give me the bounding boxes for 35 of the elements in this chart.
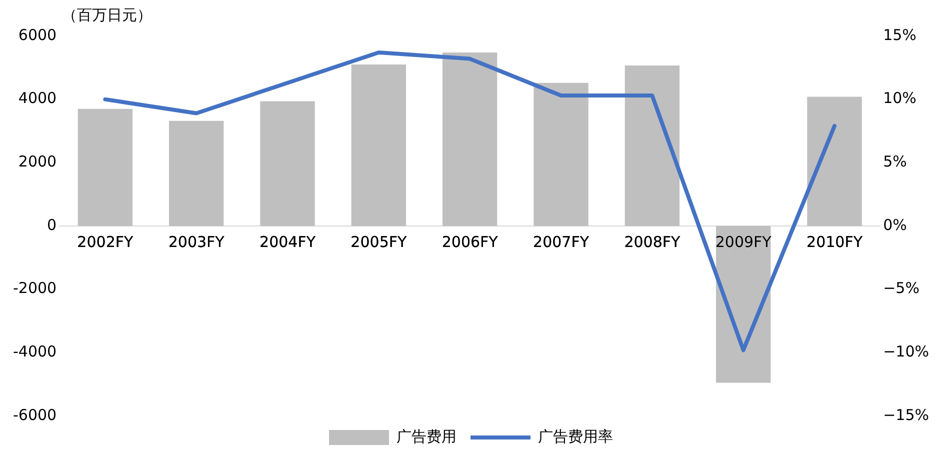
bar [534,82,588,226]
y-tick-label: 0 [47,216,57,234]
x-tick-label: 2006FY [442,232,499,251]
legend-label: 广告费用率 [538,427,613,446]
y2-tick-label: −15% [883,406,930,424]
y-tick-label: -2000 [12,279,57,298]
y-axis-title: （百万日元） [62,6,152,25]
y2-tick-label: −10% [883,342,930,361]
y2-tick-label: 15% [883,26,916,44]
x-tick-label: 2007FY [533,232,590,251]
bar [442,52,498,226]
bar [807,96,862,226]
bar [351,64,406,226]
x-tick-label: 2009FY [715,232,772,251]
legend-label: 广告费用 [396,427,456,446]
x-tick-label: 2008FY [624,232,681,251]
y-tick-label: 6000 [18,26,57,44]
x-tick-label: 2010FY [806,232,864,251]
y-tick-label: -4000 [12,342,57,361]
x-tick-label: 2004FY [260,232,316,251]
bar [78,108,133,226]
y-tick-label: 4000 [18,89,57,108]
bar [168,120,224,226]
y-tick-label: 2000 [18,152,57,171]
y-tick-label: -6000 [12,406,57,424]
y2-tick-label: 0% [883,216,907,234]
x-tick-label: 2003FY [168,232,226,251]
y2-tick-label: 10% [883,89,916,108]
bar [624,65,680,226]
y2-tick-label: 5% [883,152,907,171]
x-tick-label: 2005FY [350,232,408,251]
bar [260,101,315,226]
bar [716,226,771,383]
y2-tick-label: −5% [883,279,920,298]
x-tick-label: 2002FY [77,232,134,251]
